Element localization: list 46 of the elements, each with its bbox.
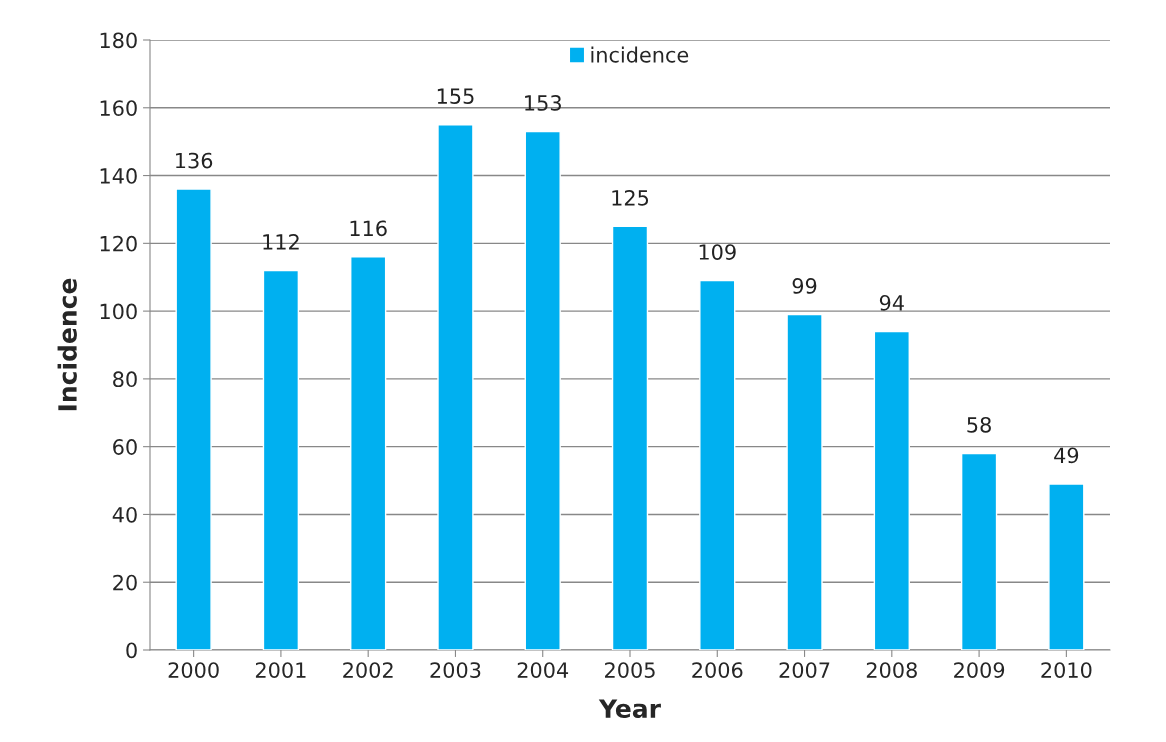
x-axis-title: Year <box>598 699 661 718</box>
y-tick-label: 60 <box>113 439 137 455</box>
bar <box>873 330 910 650</box>
x-tick-label: 2010 <box>1041 662 1092 678</box>
bar <box>262 269 300 650</box>
bar <box>699 279 736 650</box>
data-label: 116 <box>350 220 387 237</box>
bar <box>437 124 474 650</box>
bar <box>350 256 387 650</box>
x-tick-label: 2007 <box>779 662 830 678</box>
x-tick-label: 2006 <box>692 662 743 678</box>
y-tick-label: 160 <box>100 100 137 116</box>
data-label: 49 <box>1054 447 1079 464</box>
y-tick-label: 40 <box>112 506 137 523</box>
x-tick-label: 2002 <box>343 662 393 678</box>
bar <box>786 313 823 650</box>
x-tick-label: 2005 <box>605 662 655 678</box>
y-axis-title: Incidence <box>57 278 77 411</box>
y-tick-label: 0 <box>126 642 137 659</box>
x-tick-label: 2004 <box>517 662 569 678</box>
bar <box>524 130 561 650</box>
y-tick-label: 100 <box>100 303 137 320</box>
data-label: 155 <box>437 88 474 105</box>
data-label: 94 <box>879 294 904 311</box>
legend-label: incidence <box>591 46 689 63</box>
x-tick-label: 2003 <box>430 662 481 678</box>
data-label: 99 <box>792 278 817 294</box>
data-label: 153 <box>525 95 561 111</box>
x-tick-label: 2001 <box>255 662 306 678</box>
y-tick-label: 140 <box>100 168 137 184</box>
data-label: 109 <box>699 244 736 260</box>
bar <box>1048 483 1085 650</box>
y-tick-label: 180 <box>100 32 137 49</box>
x-tick-label: 2000 <box>168 662 219 678</box>
data-label: 125 <box>612 189 649 206</box>
bar <box>611 225 649 650</box>
x-tick-label: 2008 <box>866 662 917 678</box>
x-tick-label: 2009 <box>954 662 1005 678</box>
data-label: 112 <box>263 233 299 250</box>
y-tick-label: 80 <box>113 371 137 388</box>
y-tick-label: 120 <box>100 235 137 252</box>
data-label: 136 <box>176 152 213 169</box>
y-tick-label: 20 <box>113 574 137 591</box>
data-label: 58 <box>967 416 991 433</box>
bar <box>960 452 998 650</box>
bar <box>175 188 212 650</box>
